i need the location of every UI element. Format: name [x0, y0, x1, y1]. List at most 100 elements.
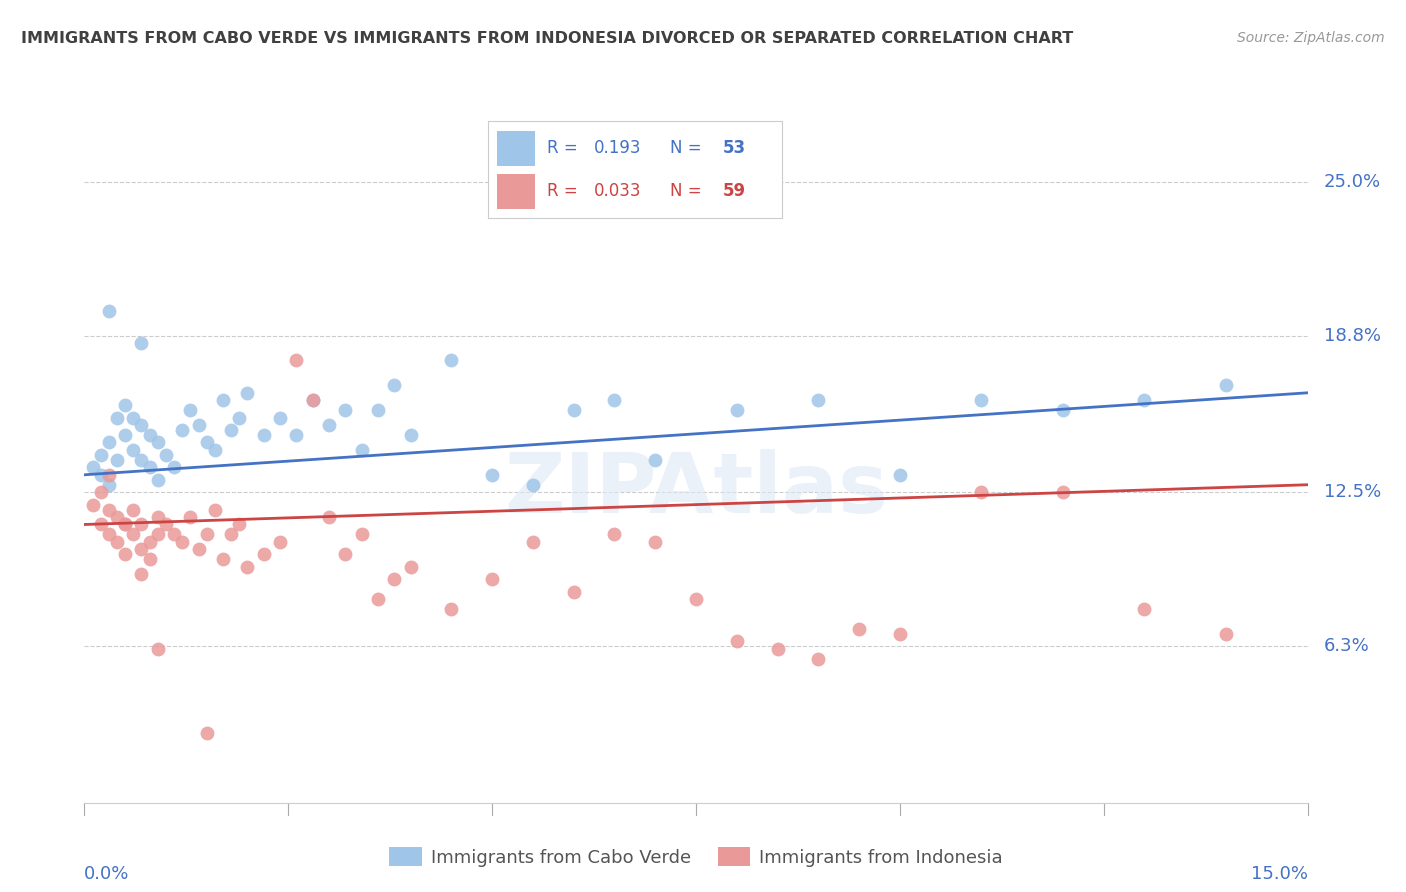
Point — [114, 517, 136, 532]
Point — [195, 527, 218, 541]
Point — [82, 460, 104, 475]
Point — [228, 517, 250, 532]
Point — [228, 410, 250, 425]
Point — [382, 572, 405, 586]
Point — [219, 527, 242, 541]
Point — [163, 460, 186, 475]
Point — [131, 418, 153, 433]
Point — [146, 510, 169, 524]
Point — [122, 502, 145, 516]
Point — [212, 552, 235, 566]
Text: 15.0%: 15.0% — [1250, 865, 1308, 883]
Point — [1215, 378, 1237, 392]
Point — [195, 435, 218, 450]
Point — [562, 584, 585, 599]
Point — [90, 448, 112, 462]
Point — [350, 527, 373, 541]
Point — [131, 453, 153, 467]
Point — [440, 353, 463, 368]
Text: IMMIGRANTS FROM CABO VERDE VS IMMIGRANTS FROM INDONESIA DIVORCED OR SEPARATED CO: IMMIGRANTS FROM CABO VERDE VS IMMIGRANTS… — [21, 31, 1073, 46]
Point — [603, 393, 626, 408]
Point — [131, 336, 153, 351]
Point — [399, 559, 422, 574]
Text: 18.8%: 18.8% — [1324, 326, 1381, 344]
Point — [1052, 485, 1074, 500]
Point — [285, 353, 308, 368]
Point — [131, 567, 153, 582]
Point — [122, 527, 145, 541]
Point — [179, 403, 201, 417]
Point — [97, 527, 120, 541]
Point — [179, 510, 201, 524]
Point — [970, 485, 993, 500]
Point — [481, 467, 503, 482]
Point — [269, 410, 291, 425]
Point — [195, 726, 218, 740]
Point — [131, 542, 153, 557]
Text: 6.3%: 6.3% — [1324, 637, 1369, 656]
Point — [138, 535, 160, 549]
Point — [204, 502, 226, 516]
Point — [301, 393, 323, 408]
Point — [522, 535, 544, 549]
Point — [236, 559, 259, 574]
Point — [440, 602, 463, 616]
Point — [204, 442, 226, 457]
Point — [122, 442, 145, 457]
Point — [807, 393, 830, 408]
Point — [163, 527, 186, 541]
Point — [146, 527, 169, 541]
Point — [1052, 403, 1074, 417]
Point — [114, 547, 136, 561]
Point — [146, 435, 169, 450]
Point — [807, 651, 830, 665]
Point — [172, 423, 194, 437]
Point — [114, 517, 136, 532]
Point — [253, 428, 276, 442]
Point — [1133, 393, 1156, 408]
Point — [1215, 627, 1237, 641]
Text: 0.0%: 0.0% — [84, 865, 129, 883]
Point — [970, 393, 993, 408]
Point — [725, 403, 748, 417]
Point — [82, 498, 104, 512]
Point — [105, 510, 128, 524]
Point — [367, 403, 389, 417]
Point — [105, 535, 128, 549]
Point — [138, 428, 160, 442]
Point — [522, 477, 544, 491]
Point — [155, 448, 177, 462]
Point — [367, 592, 389, 607]
Legend: Immigrants from Cabo Verde, Immigrants from Indonesia: Immigrants from Cabo Verde, Immigrants f… — [382, 840, 1010, 874]
Point — [335, 403, 357, 417]
Point — [97, 467, 120, 482]
Point — [889, 627, 911, 641]
Point — [138, 460, 160, 475]
Point — [382, 378, 405, 392]
Point — [269, 535, 291, 549]
Point — [90, 517, 112, 532]
Point — [105, 453, 128, 467]
Point — [889, 467, 911, 482]
Point — [318, 418, 340, 433]
Point — [318, 510, 340, 524]
Point — [350, 442, 373, 457]
Text: Source: ZipAtlas.com: Source: ZipAtlas.com — [1237, 31, 1385, 45]
Point — [399, 428, 422, 442]
Point — [97, 477, 120, 491]
Point — [131, 517, 153, 532]
Point — [146, 641, 169, 656]
Point — [114, 398, 136, 412]
Point — [187, 418, 209, 433]
Point — [481, 572, 503, 586]
Point — [146, 473, 169, 487]
Point — [138, 552, 160, 566]
Point — [97, 303, 120, 318]
Point — [644, 535, 666, 549]
Point — [236, 385, 259, 400]
Point — [335, 547, 357, 561]
Point — [766, 641, 789, 656]
Point — [725, 634, 748, 648]
Point — [685, 592, 707, 607]
Point — [187, 542, 209, 557]
